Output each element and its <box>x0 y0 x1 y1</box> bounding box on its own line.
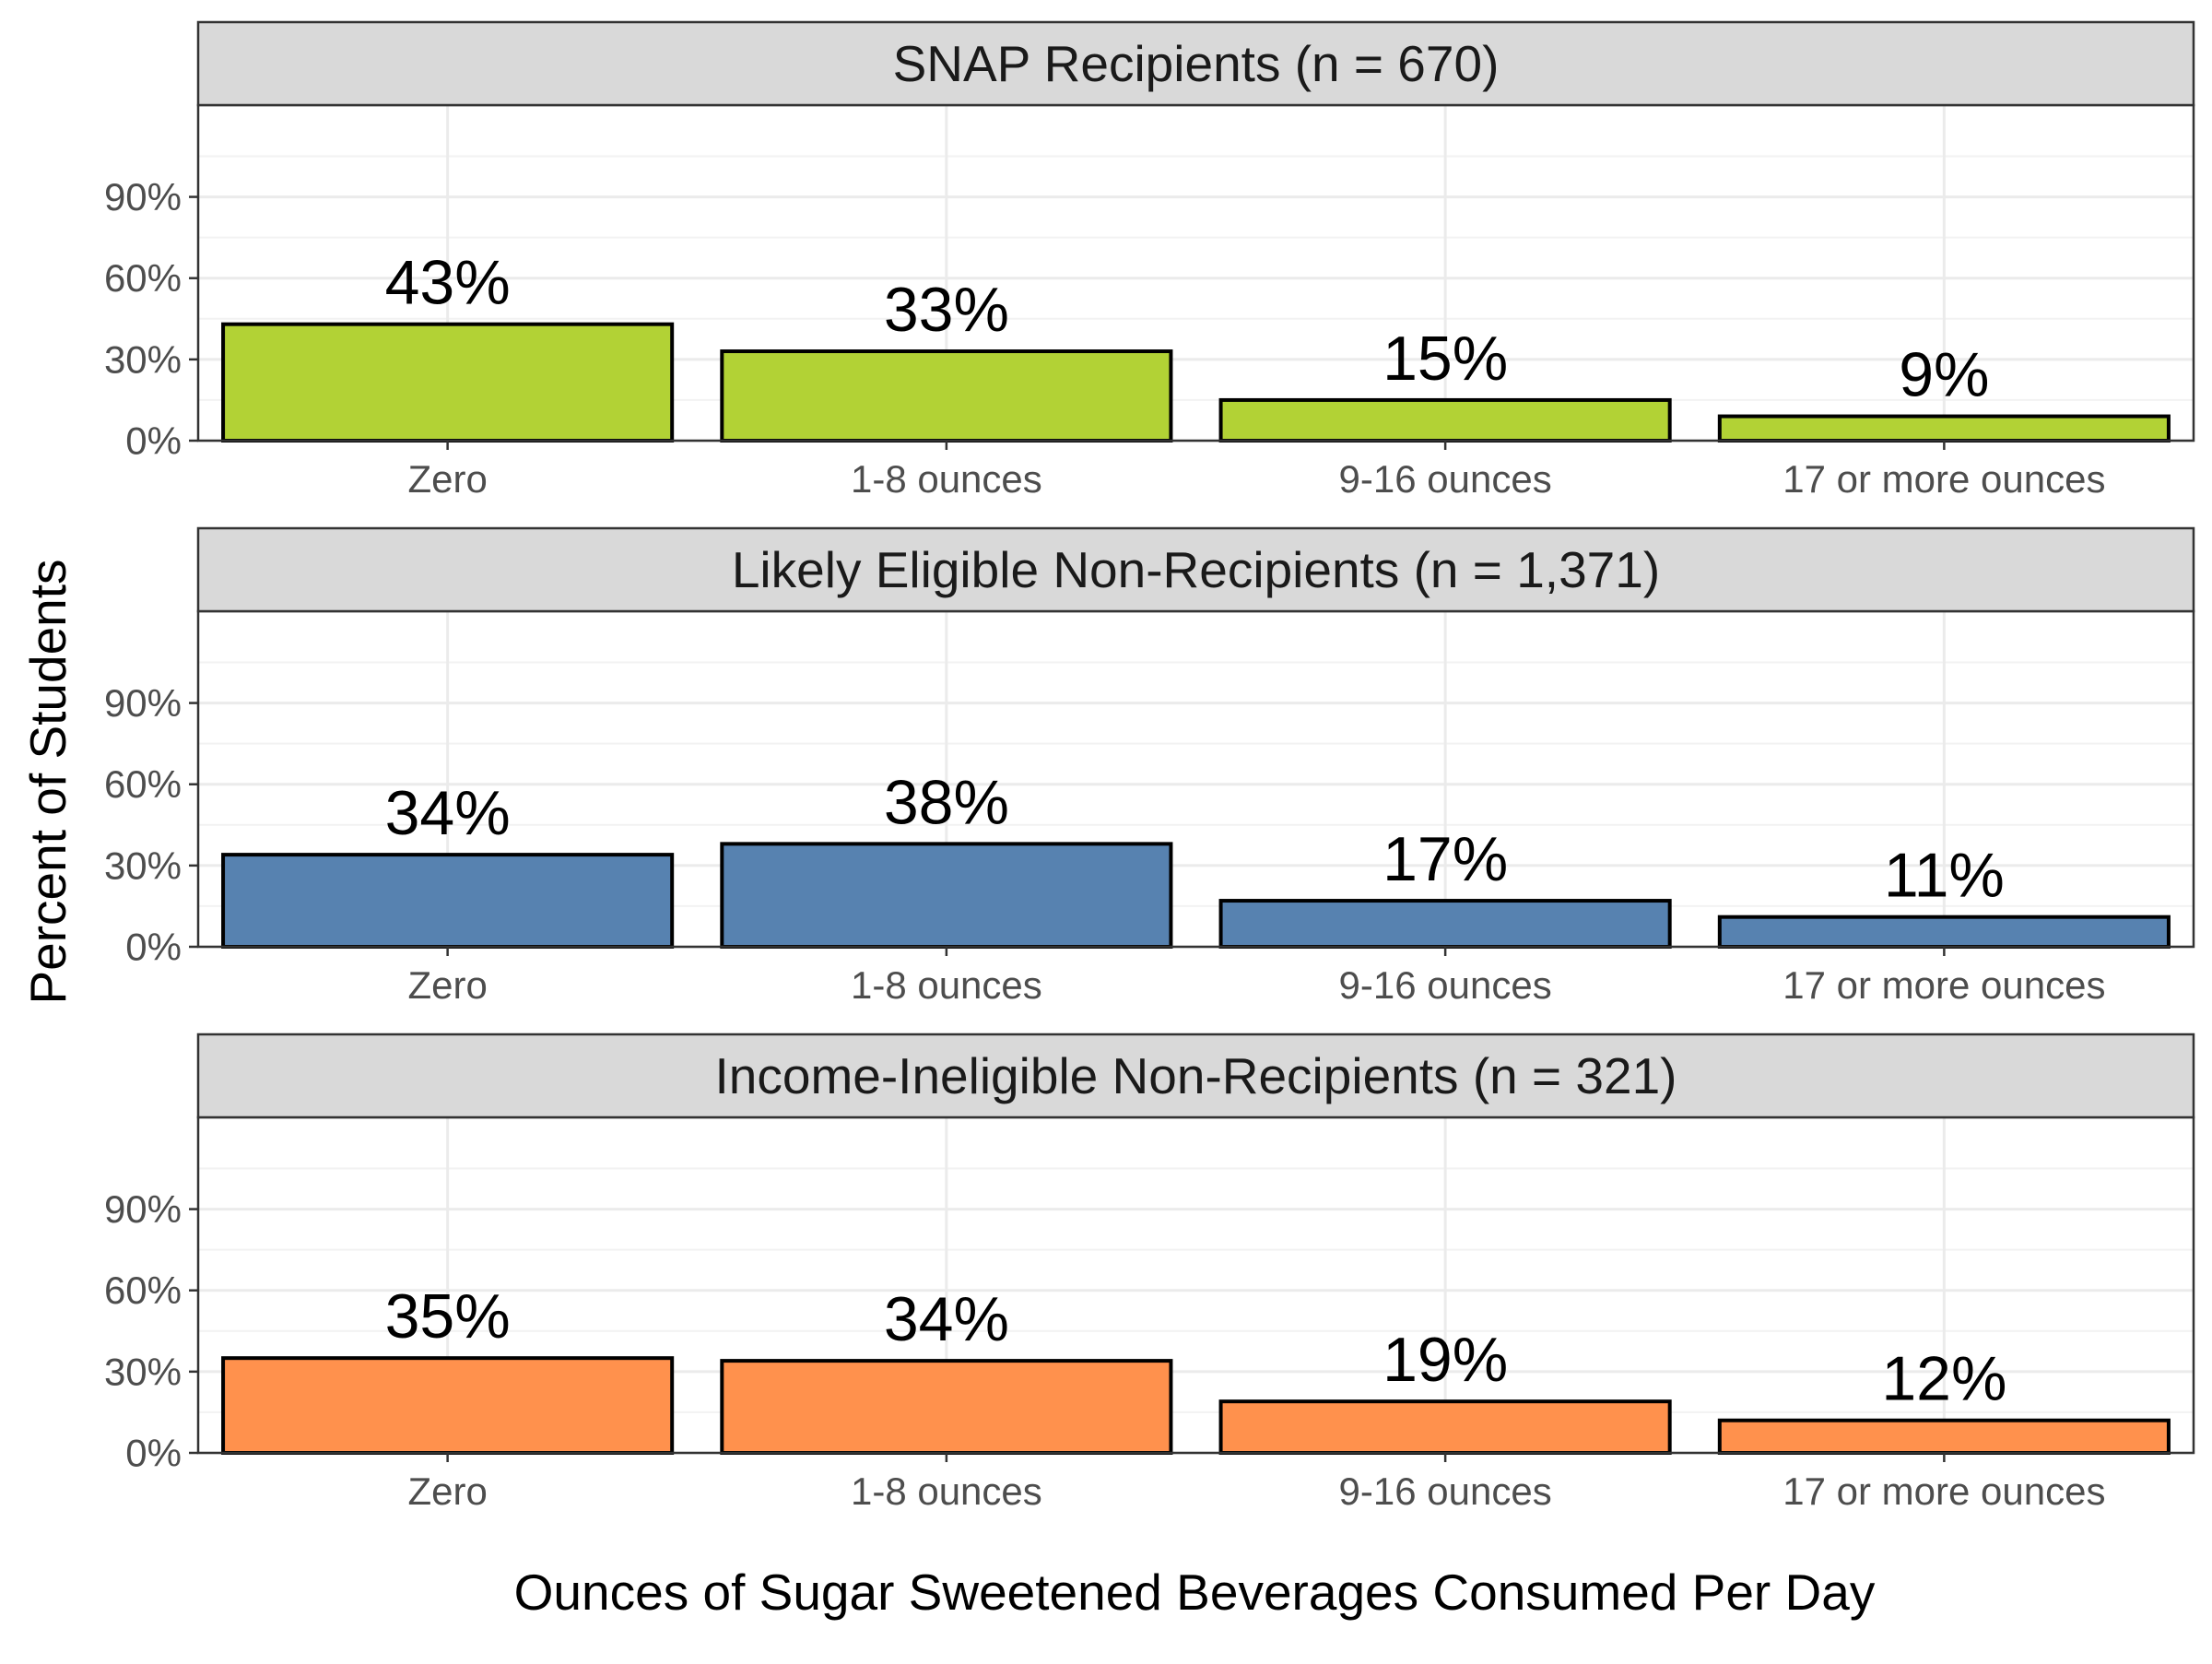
x-tick-label: 1-8 ounces <box>851 1469 1042 1513</box>
facet-strip <box>196 1033 2195 1119</box>
y-tick-label: 60% <box>104 1269 182 1312</box>
data-label: 38% <box>884 767 1009 837</box>
data-label: 17% <box>1382 824 1508 894</box>
data-label: 11% <box>1884 841 2005 911</box>
y-tick-label: 60% <box>104 256 182 300</box>
facet-panels: 43% 33% 15% 9% SNAP Recipients (n = 670) 0% 30… <box>104 20 2195 1513</box>
data-label: 35% <box>385 1281 511 1351</box>
data-label: 9% <box>1899 340 1989 410</box>
x-tick-label: Zero <box>407 963 487 1007</box>
x-tick-label: Zero <box>407 1469 487 1513</box>
bar <box>221 1356 675 1456</box>
data-label: 12% <box>1881 1344 2006 1414</box>
y-axis-title: Percent of Students <box>19 559 76 1004</box>
bar <box>1717 414 2171 443</box>
bar <box>1717 915 2171 950</box>
x-tick-label: 9-16 ounces <box>1339 963 1552 1007</box>
facet-panel-2: 34% 38% 17% 11% Likely Eligible Non-Recipien… <box>104 526 2195 1007</box>
y-tick-label: 90% <box>104 175 182 218</box>
facet-panel-1: 43% 33% 15% 9% SNAP Recipients (n = 670) 0% 30… <box>104 20 2195 501</box>
bar <box>1218 397 1672 443</box>
bar <box>720 349 1173 443</box>
y-tick-label: 0% <box>125 926 182 969</box>
data-label: 34% <box>385 778 511 848</box>
bar <box>720 1359 1173 1456</box>
data-label: 19% <box>1382 1325 1508 1395</box>
y-tick-label: 90% <box>104 1187 182 1231</box>
x-axis-title: Ounces of Sugar Sweetened Beverages Cons… <box>514 1564 1876 1621</box>
y-tick-label: 0% <box>125 419 182 463</box>
x-tick-label: 9-16 ounces <box>1339 1469 1552 1513</box>
x-tick-label: 1-8 ounces <box>851 457 1042 501</box>
x-tick-label: 17 or more ounces <box>1783 1469 2105 1513</box>
y-tick-label: 30% <box>104 844 182 887</box>
data-label: 43% <box>385 248 511 318</box>
facet-title: Likely Eligible Non-Recipients (n = 1,37… <box>732 541 1660 598</box>
data-label: 34% <box>884 1284 1009 1354</box>
x-tick-label: 9-16 ounces <box>1339 457 1552 501</box>
data-label: 33% <box>884 275 1009 345</box>
facet-title: Income-Ineligible Non-Recipients (n = 32… <box>714 1047 1677 1104</box>
x-tick-label: Zero <box>407 457 487 501</box>
facet-panel-3: 35% 34% 19% 12% Income-Ineligible Non-Recipi… <box>104 1033 2195 1513</box>
x-tick-label: 17 or more ounces <box>1783 457 2105 501</box>
y-tick-label: 60% <box>104 762 182 806</box>
y-tick-label: 30% <box>104 337 182 381</box>
x-tick-label: 17 or more ounces <box>1783 963 2105 1007</box>
x-tick-label: 1-8 ounces <box>851 963 1042 1007</box>
bar <box>720 842 1173 950</box>
facet-title: SNAP Recipients (n = 670) <box>893 35 1500 92</box>
bar <box>1218 899 1672 950</box>
y-tick-label: 30% <box>104 1350 182 1393</box>
bar <box>1717 1418 2171 1456</box>
bar <box>221 853 675 949</box>
facet-strip <box>196 20 2195 107</box>
y-tick-label: 0% <box>125 1432 182 1475</box>
facet-strip <box>196 526 2195 613</box>
data-label: 15% <box>1382 324 1508 394</box>
bar <box>1218 1399 1672 1455</box>
bar <box>221 322 675 443</box>
y-tick-label: 90% <box>104 681 182 725</box>
